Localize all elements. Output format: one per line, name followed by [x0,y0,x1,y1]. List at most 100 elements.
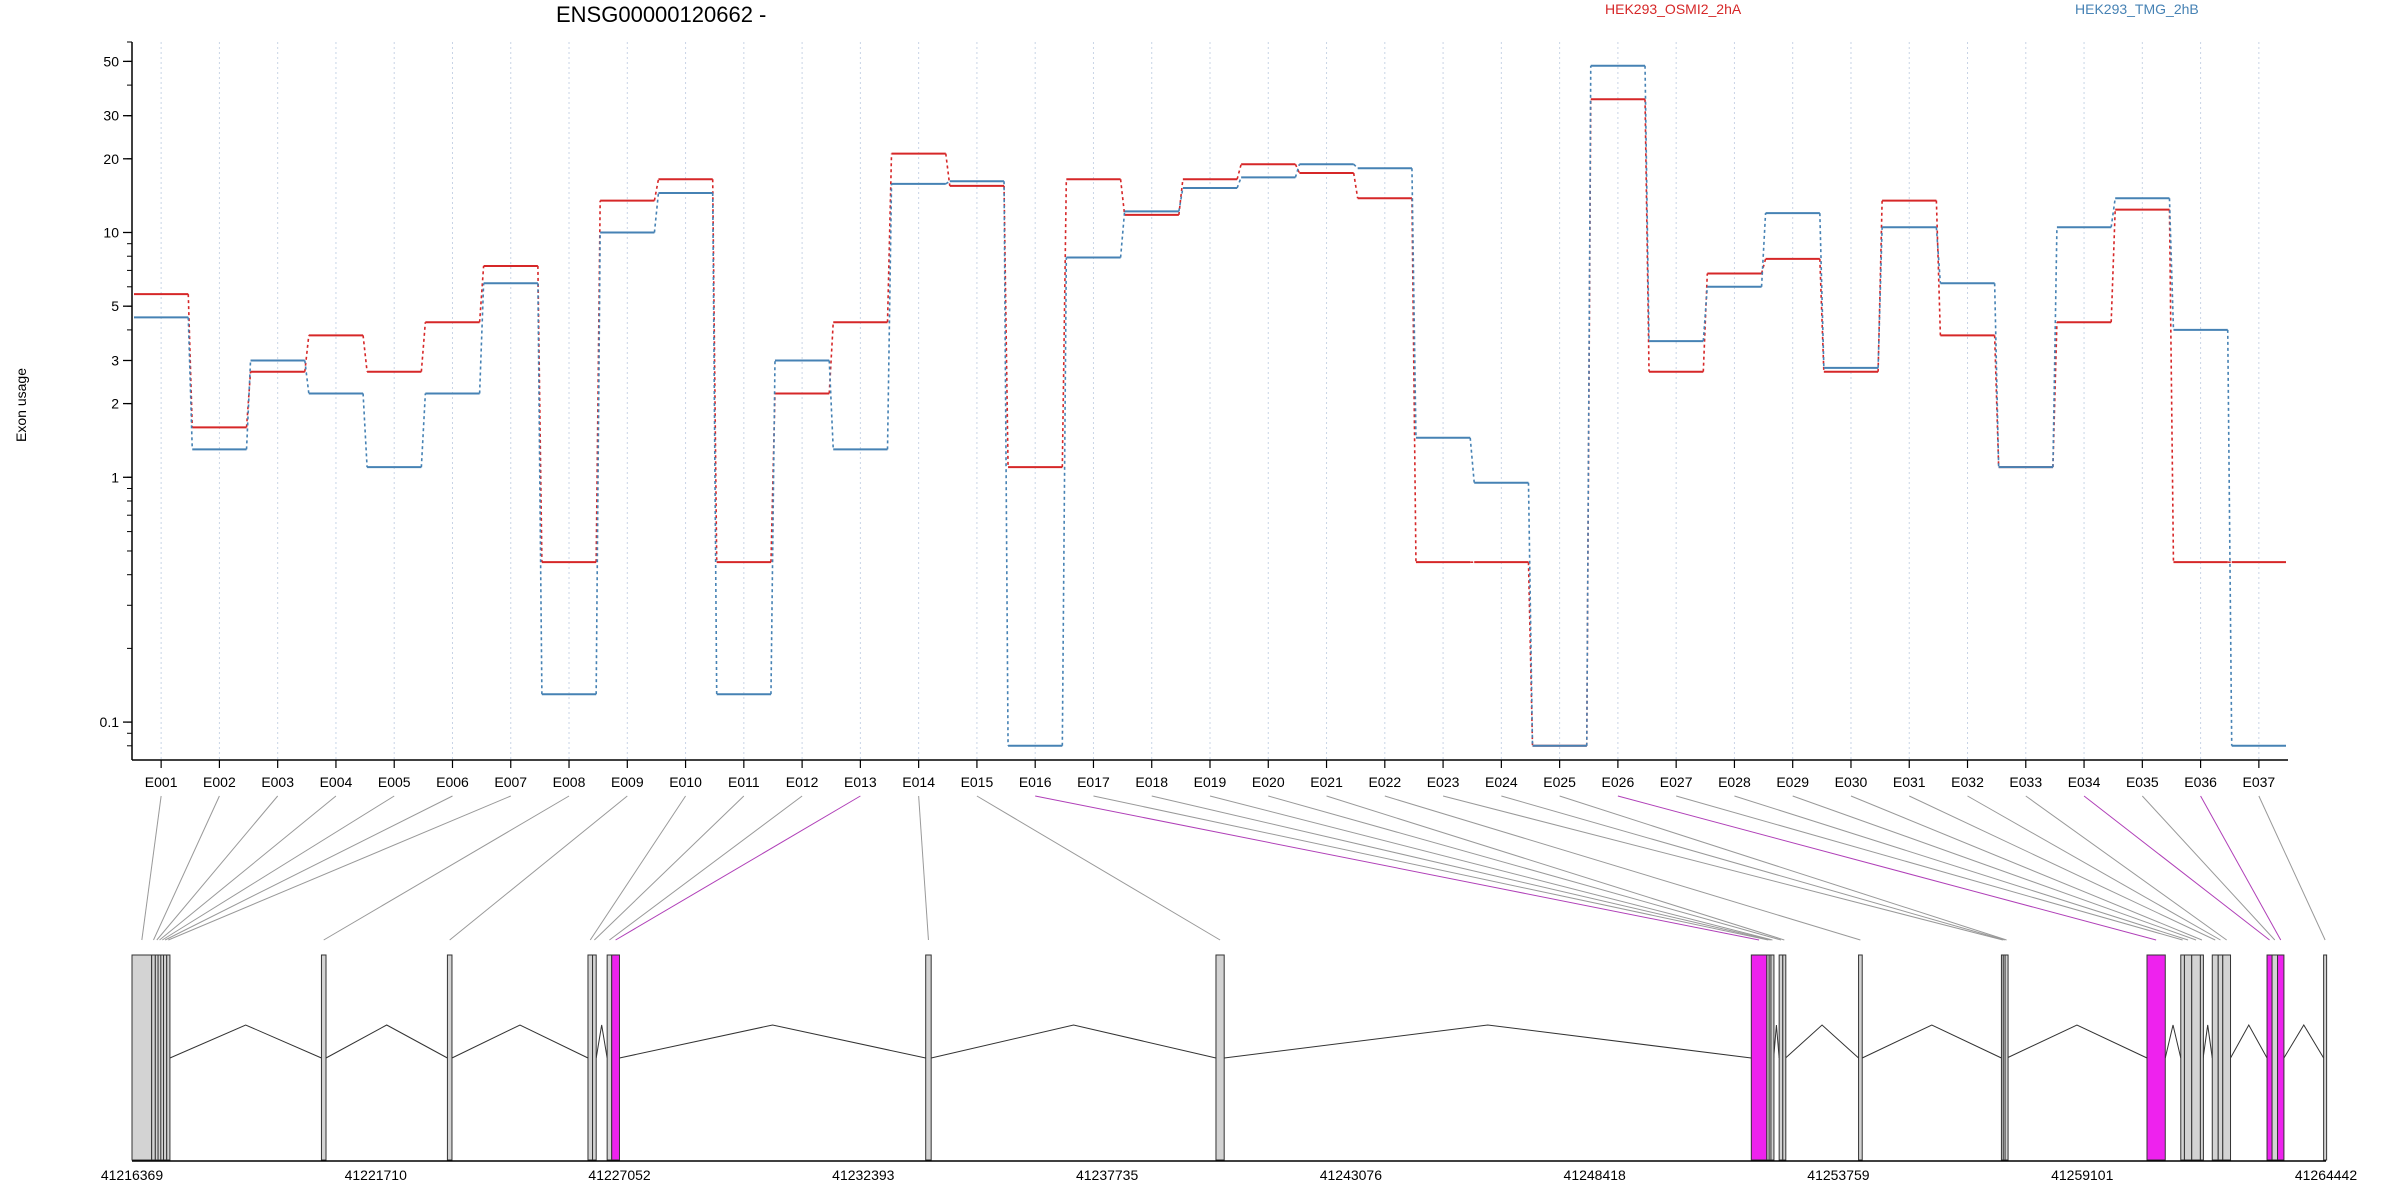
step-connector [420,393,427,468]
exon-connector [1909,795,2216,941]
exon-box-e026 [2146,954,2166,1161]
step-connector [1527,482,1534,746]
step-connector [1236,177,1242,189]
exon-connector [918,795,929,941]
exon-box-e001 [131,954,153,1161]
step-connector [1119,211,1126,258]
exon-box-e012 [606,954,613,1161]
step-connector [770,360,776,695]
step-connector [1993,283,2000,468]
x-tick-label-e021: E021 [1310,774,1343,790]
coordinate-tick-label: 41248418 [1564,1167,1627,1183]
intron-line [325,1024,448,1059]
x-tick-label-e036: E036 [2184,774,2217,790]
coordinate-tick-label: 41221710 [345,1167,408,1183]
exon-box-e028 [2183,954,2193,1161]
step-connector [2226,329,2233,746]
intron-line [2230,1023,2268,1059]
exon-connector [1850,795,2203,941]
coordinate-tick-label: 41237735 [1076,1167,1139,1183]
step-connector [1353,163,1359,169]
coordinate-tick-label: 41264442 [2295,1167,2358,1183]
step-connector [1993,335,2000,468]
exon-connector [976,795,1221,941]
x-tick-label-e007: E007 [494,774,527,790]
step-connector [1877,200,1883,372]
step-connector [1119,179,1126,215]
step-connector [886,153,893,323]
step-connector [420,322,427,372]
step-connector [828,360,835,450]
exon-box-e019 [1770,954,1775,1161]
x-tick-label-e033: E033 [2009,774,2042,790]
step-connector [2168,209,2175,563]
exon-box-e014 [925,954,932,1161]
step-connector [2110,198,2116,228]
x-tick-label-e034: E034 [2068,774,2101,790]
step-connector [187,317,194,450]
exon-box-e035 [2271,954,2279,1161]
step-connector [1178,187,1184,212]
y-tick-label: 20 [103,151,119,167]
exon-connector [1967,795,2221,941]
coordinate-tick-label: 41232393 [832,1167,895,1183]
step-connector [1760,213,1767,287]
exon-connector [609,795,803,941]
exon-connector [1501,795,2005,941]
step-connector [537,283,543,695]
x-tick-label-e026: E026 [1602,774,1635,790]
step-connector [1644,65,1650,342]
step-connector [1585,65,1592,746]
exon-box-e037 [2323,954,2328,1161]
y-tick-label: 5 [111,298,119,314]
vertical-grid [160,42,2260,760]
intron-line [169,1024,322,1059]
exon-connector [162,795,395,941]
x-tick-label-e032: E032 [1951,774,1984,790]
exon-box-e022 [1858,954,1863,1161]
step-connector [828,322,835,394]
exon-connector [1676,795,2183,941]
step-connector [1003,181,1009,746]
x-axis: E001 E002 E003 E004 E005 E006 E007 E008 E009 E010… [132,759,2288,790]
coordinate-tick-label: 41243076 [1320,1167,1383,1183]
x-tick-label-e002: E002 [203,774,236,790]
exon-box-e011 [592,954,597,1161]
exon-box-e021 [1782,954,1787,1161]
x-tick-label-e022: E022 [1368,774,1401,790]
x-tick-label-e019: E019 [1194,774,1227,790]
step-connector [711,179,718,563]
step-connector [1294,163,1301,174]
exon-box-e010 [587,954,594,1161]
exon-box-e034 [2266,954,2273,1161]
coordinate-tick-label: 41253759 [1807,1167,1870,1183]
exon-box-e008 [320,954,327,1161]
x-tick-label-e018: E018 [1135,774,1168,790]
step-connector [1294,164,1301,178]
y-tick-label: 2 [111,396,119,412]
exon-connector [1442,795,2004,941]
y-axis: 0.1 1 2 3 5 10 20 30 50 [100,41,133,760]
step-connector [362,393,368,468]
exon-connector [1209,795,1773,941]
y-tick-label: 1 [111,469,119,485]
exon-connector [615,795,861,941]
intron-line [1785,1024,1859,1059]
step-connector [944,153,951,186]
exon-connector [1617,795,2157,941]
x-tick-label-e028: E028 [1718,774,1751,790]
intron-line [931,1024,1217,1059]
step-connector [1236,164,1242,180]
step-connector [1061,257,1068,746]
step-connector [2110,209,2116,323]
step-connector [653,192,660,233]
x-tick-label-e004: E004 [320,774,353,790]
x-tick-label-e016: E016 [1019,774,1052,790]
chart-title: ENSG00000120662 - [556,2,766,27]
x-tick-label-e011: E011 [728,774,760,790]
exon-box-e013 [611,954,620,1161]
intron-line [595,1024,608,1059]
exon-connector [1326,795,1785,941]
y-tick-label: 3 [111,352,119,368]
